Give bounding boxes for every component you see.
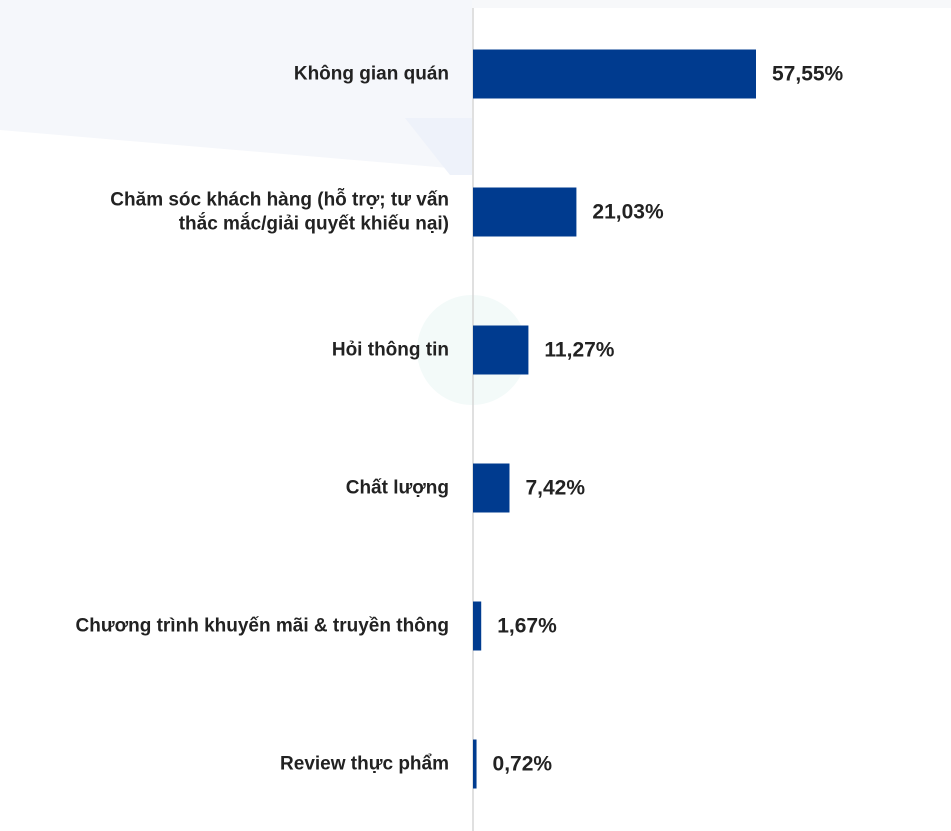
category-label: Review thực phẩm — [280, 754, 449, 775]
value-labels-group: 57,55% 21,03% 11,27% 7,42% 1,67% 0,72% — [493, 63, 844, 776]
bar — [473, 464, 509, 513]
value-label: 57,55% — [772, 63, 844, 86]
category-label: Không gian quán — [294, 64, 449, 85]
value-label: 0,72% — [493, 753, 553, 776]
category-label: Chương trình khuyến mãi & truyền thông — [76, 616, 450, 637]
bar — [473, 188, 576, 237]
bar — [473, 740, 477, 789]
bar — [473, 50, 756, 99]
category-label: thắc mắc/giải quyết khiếu nại) — [179, 213, 449, 235]
bars-group — [473, 50, 756, 789]
category-label: Chăm sóc khách hàng (hỗ trợ; tư vấn — [110, 189, 449, 211]
category-label: Hỏi thông tin — [332, 340, 449, 361]
value-label: 7,42% — [525, 477, 585, 500]
bar — [473, 326, 528, 375]
value-label: 11,27% — [544, 339, 614, 362]
category-labels-group: Không gian quán Chăm sóc khách hàng (hỗ t… — [76, 64, 450, 775]
bar — [473, 602, 481, 651]
value-label: 1,67% — [497, 615, 557, 638]
value-label: 21,03% — [592, 201, 664, 224]
category-label: Chất lượng — [346, 478, 449, 499]
